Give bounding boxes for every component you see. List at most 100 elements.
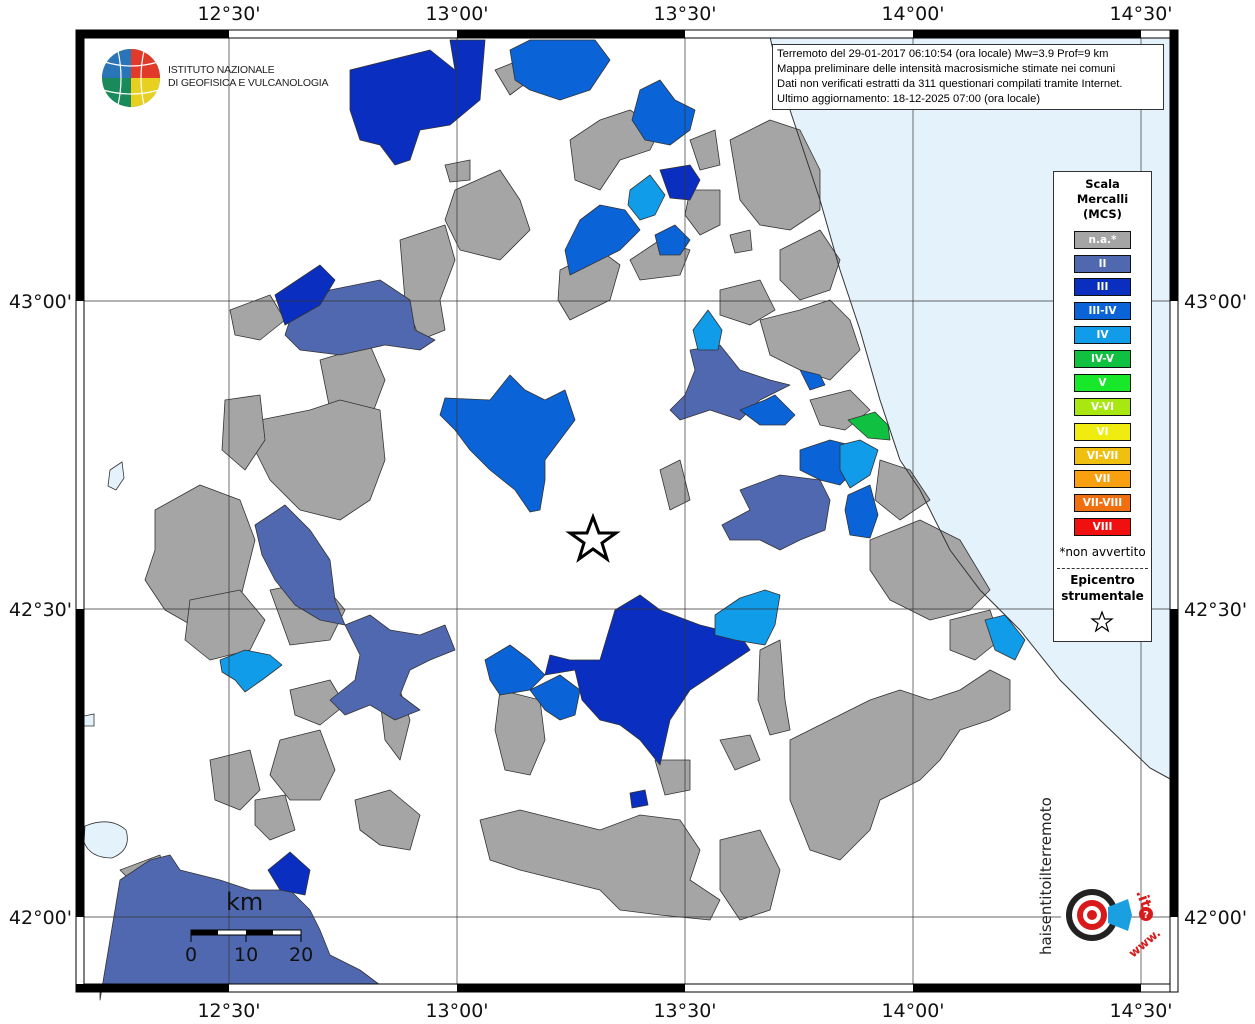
region-IV [839, 439, 879, 489]
region-III-IV [529, 674, 581, 721]
lon-label-bottom: 13°30' [653, 1000, 716, 1022]
hsi-logo-www: www. [1126, 926, 1163, 961]
region-IV [714, 589, 781, 646]
region-IV [984, 614, 1026, 661]
legend-item-VII-VIII: VII-VIII [1074, 494, 1131, 512]
event-info-line: Terremoto del 29-01-2017 06:10:54 (ora l… [777, 48, 1109, 60]
region-II [99, 854, 381, 1001]
region-na [729, 229, 753, 254]
region-III-IV [509, 39, 611, 101]
region-III-IV [564, 204, 641, 276]
region-III-IV [484, 644, 546, 696]
lon-label-bottom: 13°00' [425, 1000, 488, 1022]
legend-item-II: II [1074, 255, 1131, 273]
legend-epicenter-label: Epicentro strumentale [1054, 572, 1151, 604]
region-III-IV [799, 369, 826, 391]
event-info-line: Ultimo aggiornamento: 18-12-2025 07:00 (… [777, 93, 1041, 105]
region-na [221, 394, 266, 471]
legend-epicenter-line: strumentale [1061, 589, 1144, 603]
lon-label-top: 14°30' [1109, 3, 1172, 25]
epicenter-star-icon [565, 512, 621, 563]
region-IV [692, 309, 723, 351]
region-na [659, 459, 691, 511]
lon-label-top: 14°00' [881, 3, 944, 25]
legend-item-VI-VII: VI-VII [1074, 447, 1131, 465]
legend-title-line: Scala [1085, 177, 1120, 191]
legend-item-na: n.a.* [1074, 231, 1131, 249]
ingv-logo-icon [102, 49, 160, 107]
lon-label-bottom: 12°30' [197, 1000, 260, 1022]
region-IV-V [847, 411, 891, 441]
legend-item-VIII: VIII [1074, 518, 1131, 536]
region-na [569, 109, 661, 191]
legend-item-IV-V: IV-V [1074, 350, 1131, 368]
lat-label-right: 43°00' [1184, 291, 1247, 313]
lon-label-top: 13°30' [653, 3, 716, 25]
event-info-line: Mappa preliminare delle intensità macros… [777, 63, 1116, 75]
scale-tick-label: 20 [289, 944, 314, 966]
region-na [689, 129, 721, 171]
region-na [719, 734, 761, 771]
legend-note: *non avvertito [1059, 545, 1146, 559]
region-na [684, 189, 721, 236]
scale-tick-label: 10 [234, 944, 259, 966]
region-III-IV [439, 374, 576, 513]
region-III [629, 789, 649, 809]
scale-bar [190, 929, 302, 942]
legend-star-icon [1090, 610, 1114, 633]
region-na [354, 789, 421, 851]
region-na [869, 519, 991, 621]
region-na [254, 399, 386, 521]
region-na [254, 794, 296, 841]
region-na [759, 299, 861, 381]
legend-item-V: V [1074, 374, 1131, 392]
region-na [229, 294, 286, 341]
legend-item-III: III [1074, 278, 1131, 296]
region-na [209, 749, 261, 811]
lat-label-right: 42°00' [1184, 907, 1247, 929]
scale-tick-label: 0 [185, 944, 198, 966]
region-na [654, 759, 691, 796]
scale-unit: km [226, 888, 264, 916]
map-frame [75, 29, 1179, 993]
region-na [269, 729, 336, 801]
region-III-IV [631, 79, 696, 146]
lat-label-right: 42°30' [1184, 599, 1247, 621]
lat-label-left: 42°00' [9, 907, 72, 929]
region-na [729, 119, 821, 231]
institute-line: DI GEOFISICA E VULCANOLOGIA [168, 77, 329, 89]
lon-label-bottom: 14°00' [881, 1000, 944, 1022]
region-na [289, 679, 346, 726]
hsi-logo-it: .it [1132, 887, 1155, 910]
lake [83, 821, 128, 859]
region-III-IV [844, 484, 879, 539]
region-na [444, 159, 471, 183]
lat-label-left: 43°00' [9, 291, 72, 313]
region-na [444, 169, 531, 261]
hsi-logo-text: haisentitoilterremoto [1037, 797, 1055, 955]
region-na [719, 279, 776, 326]
region-IV [219, 649, 283, 693]
region-III [267, 851, 311, 896]
region-na [789, 669, 1011, 861]
region-III-IV [739, 394, 796, 426]
lon-label-top: 12°30' [197, 3, 260, 25]
legend-item-VI: VI [1074, 423, 1131, 441]
region-III [544, 594, 751, 766]
region-II [329, 614, 456, 721]
region-na [779, 229, 841, 301]
region-II [721, 474, 831, 551]
region-III [349, 39, 486, 166]
institute-line: ISTITUTO NAZIONALE [168, 64, 275, 76]
legend-title: Scala Mercalli (MCS) [1054, 177, 1151, 222]
hsi-logo-icon [1061, 881, 1153, 949]
event-info-line: Dati non verificati estratti da 311 ques… [777, 78, 1123, 90]
lon-label-top: 13°00' [425, 3, 488, 25]
region-na [494, 689, 546, 776]
region-na [184, 589, 266, 661]
hsi-logo-question: ? [1143, 910, 1149, 921]
region-na [719, 829, 781, 921]
region-IV [627, 174, 666, 221]
legend-item-III-IV: III-IV [1074, 302, 1131, 320]
legend-title-line: (MCS) [1083, 207, 1122, 221]
